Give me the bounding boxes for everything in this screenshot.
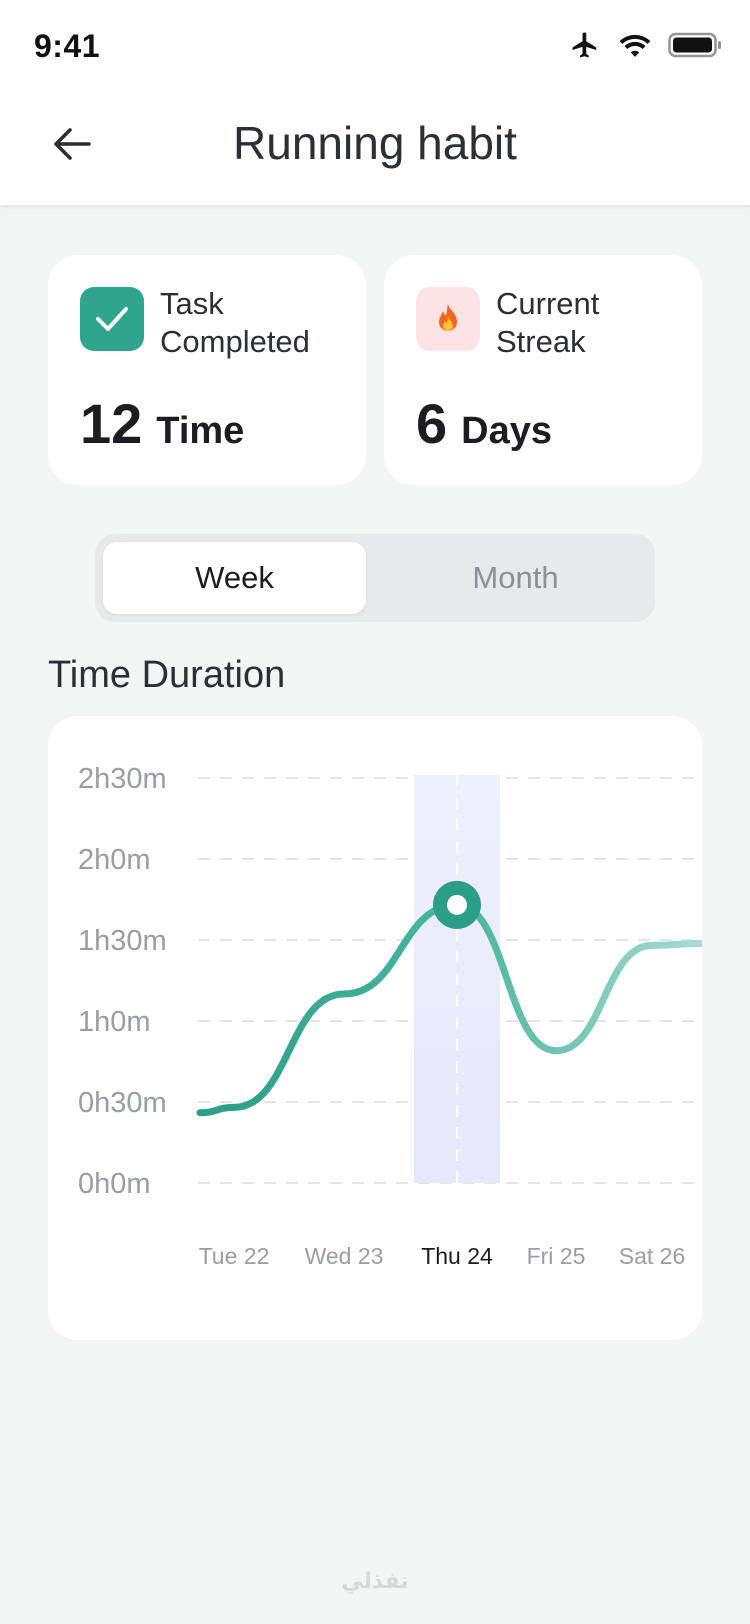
x-tick-label: Thu 24 xyxy=(421,1243,493,1269)
task-completed-value: 12 Time xyxy=(80,391,244,456)
chart-svg: 2h30m 2h0m 1h30m 1h0m 0h30m 0h0m Tue 22 Wed 23… xyxy=(78,763,702,1269)
status-icons xyxy=(568,30,722,60)
back-button[interactable] xyxy=(48,118,96,174)
label-line-2: Completed xyxy=(160,324,310,359)
arrow-left-icon xyxy=(53,127,91,166)
label-line-2: Streak xyxy=(496,324,586,359)
time-duration-chart: 2h30m 2h0m 1h30m 1h0m 0h30m 0h0m Tue 22 Wed 23… xyxy=(48,716,702,1340)
streak-count: 6 xyxy=(416,392,448,455)
current-streak-card: Current Streak 6 Days xyxy=(384,255,702,485)
x-tick-label: Wed 23 xyxy=(305,1243,384,1269)
x-tick-label: Sat 26 xyxy=(619,1243,686,1269)
tab-week[interactable]: Week xyxy=(103,542,366,614)
label-line-1: Task xyxy=(160,286,224,321)
section-title: Time Duration xyxy=(48,654,286,696)
airplane-icon xyxy=(568,30,602,60)
page-title: Running habit xyxy=(233,117,517,169)
top-bar: 9:41 Running habit xyxy=(0,0,750,205)
fire-icon xyxy=(416,287,480,351)
task-completed-card: Task Completed 12 Time xyxy=(48,255,366,485)
battery-icon xyxy=(668,32,722,58)
y-tick-label: 2h30m xyxy=(78,763,167,795)
highlighted-point-center xyxy=(447,894,467,915)
task-unit: Time xyxy=(156,410,245,452)
task-count: 12 xyxy=(80,392,143,455)
wifi-icon xyxy=(618,31,652,59)
y-tick-label: 1h30m xyxy=(78,925,167,957)
y-tick-label: 0h0m xyxy=(78,1168,151,1200)
current-streak-label: Current Streak xyxy=(496,285,696,361)
y-tick-label: 1h0m xyxy=(78,1006,151,1038)
y-tick-label: 0h30m xyxy=(78,1087,167,1119)
streak-unit: Days xyxy=(461,410,552,452)
check-icon xyxy=(80,287,144,351)
y-tick-label: 2h0m xyxy=(78,844,151,876)
watermark: نفذلي xyxy=(341,1568,409,1593)
tab-month[interactable]: Month xyxy=(472,560,559,595)
label-line-1: Current xyxy=(496,286,600,321)
status-time: 9:41 xyxy=(34,28,101,64)
x-tick-label: Tue 22 xyxy=(199,1243,270,1269)
task-completed-label: Task Completed xyxy=(160,285,360,361)
x-tick-label: Fri 25 xyxy=(527,1243,586,1269)
current-streak-value: 6 Days xyxy=(416,391,552,456)
period-segmented-control: Week Month xyxy=(95,534,655,622)
